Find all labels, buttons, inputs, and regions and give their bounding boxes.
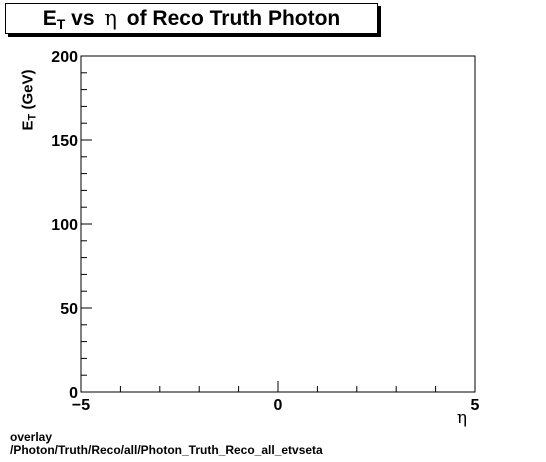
- x-tick-label: 5: [471, 397, 480, 414]
- y-tick-label: 150: [51, 133, 78, 150]
- axes: [80, 55, 476, 393]
- x-tick-label: 0: [274, 397, 283, 414]
- x-axis-label: η: [456, 408, 468, 428]
- chart-title: ET vs η of Reco Truth Photon: [42, 5, 341, 32]
- y-tick-label: 100: [51, 217, 78, 234]
- x-tick-label: −5: [72, 397, 90, 414]
- plot-frame: [80, 55, 476, 393]
- y-tick-label: 200: [51, 49, 78, 66]
- footer-line-2: /Photon/Truth/Reco/all/Photon_Truth_Reco…: [10, 443, 323, 457]
- y-axis-label: ET (GeV): [19, 69, 39, 131]
- y-tick-label: 50: [60, 301, 78, 318]
- chart-title-box: ET vs η of Reco Truth Photon: [5, 3, 378, 34]
- y-tick-label: 0: [69, 385, 78, 402]
- footer-caption: overlay /Photon/Truth/Reco/all/Photon_Tr…: [10, 431, 323, 457]
- footer-line-1: overlay: [10, 430, 53, 444]
